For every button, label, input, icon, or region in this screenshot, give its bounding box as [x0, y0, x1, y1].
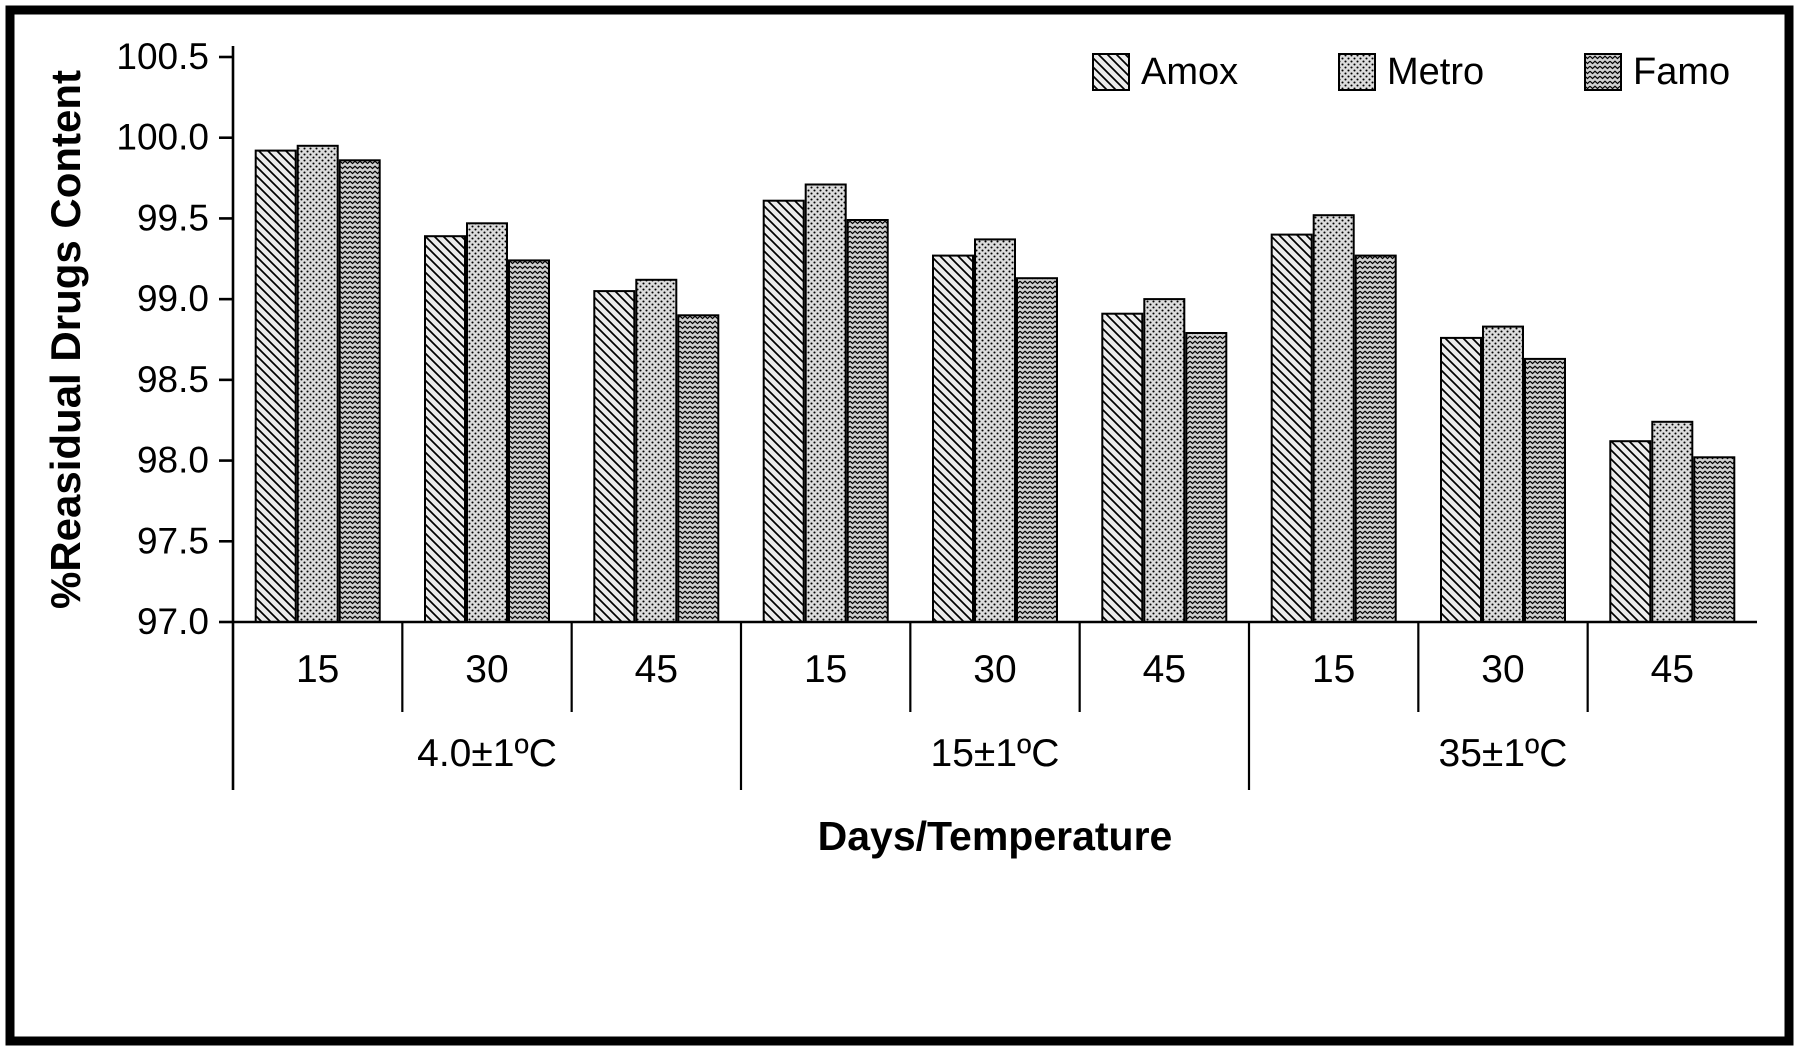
y-tick-label: 98.0: [137, 440, 209, 481]
day-label: 15: [804, 648, 847, 691]
bar-metro-4: [974, 238, 1016, 623]
bar-metro-7: [1482, 325, 1524, 623]
legend-label-famo: Famo: [1633, 51, 1730, 93]
day-label: 30: [465, 648, 508, 691]
bar-amox-7: [1440, 336, 1482, 623]
bar-famo-4: [1016, 277, 1058, 623]
legend-label-amox: Amox: [1141, 51, 1238, 93]
temperature-label: 35±1ºC: [1439, 732, 1568, 775]
bar-famo-1: [508, 259, 550, 623]
day-label: 30: [973, 648, 1016, 691]
y-tick-label: 97.0: [137, 601, 209, 642]
bar-amox-2: [593, 290, 636, 623]
bar-amox-8: [1609, 440, 1652, 624]
bar-amox-6: [1270, 233, 1313, 623]
bar-famo-0: [338, 159, 381, 624]
bar-famo-2: [677, 314, 720, 623]
day-label: 30: [1481, 648, 1524, 691]
bar-metro-5: [1143, 298, 1186, 623]
bar-famo-8: [1693, 456, 1736, 623]
bar-famo-3: [846, 219, 889, 623]
legend-swatch-famo: [1584, 53, 1622, 91]
day-label: 45: [635, 648, 678, 691]
y-tick-label: 99.0: [137, 278, 209, 319]
bar-metro-6: [1312, 214, 1355, 623]
legend-swatch-amox: [1092, 53, 1130, 91]
day-label: 45: [1651, 648, 1694, 691]
bar-amox-4: [932, 254, 974, 623]
y-tick-label: 100.0: [116, 117, 209, 158]
bar-famo-5: [1185, 332, 1228, 623]
bar-amox-5: [1101, 312, 1144, 623]
bar-amox-0: [254, 149, 297, 623]
bar-amox-3: [762, 199, 805, 623]
temperature-label: 4.0±1ºC: [417, 732, 557, 775]
bar-amox-1: [424, 235, 466, 623]
y-axis-title: %Reasidual Drugs Content: [42, 70, 89, 609]
legend-label-metro: Metro: [1387, 51, 1484, 93]
y-tick-label: 100.5: [116, 36, 209, 77]
bar-famo-7: [1524, 357, 1566, 623]
bar-metro-2: [635, 278, 678, 623]
figure-frame: [5, 5, 1794, 1046]
bar-metro-1: [466, 222, 508, 624]
legend-swatch-metro: [1338, 53, 1376, 91]
day-label: 45: [1143, 648, 1186, 691]
day-label: 15: [1312, 648, 1355, 691]
bar-famo-6: [1354, 254, 1397, 623]
day-label: 15: [296, 648, 339, 691]
y-tick-label: 97.5: [137, 520, 209, 561]
bar-metro-8: [1651, 420, 1694, 623]
bar-metro-3: [804, 183, 847, 623]
y-tick-label: 99.5: [137, 197, 209, 238]
y-tick-label: 98.5: [137, 359, 209, 400]
temperature-label: 15±1ºC: [931, 732, 1060, 775]
x-axis-title: Days/Temperature: [818, 813, 1173, 859]
bar-metro-0: [296, 144, 339, 624]
